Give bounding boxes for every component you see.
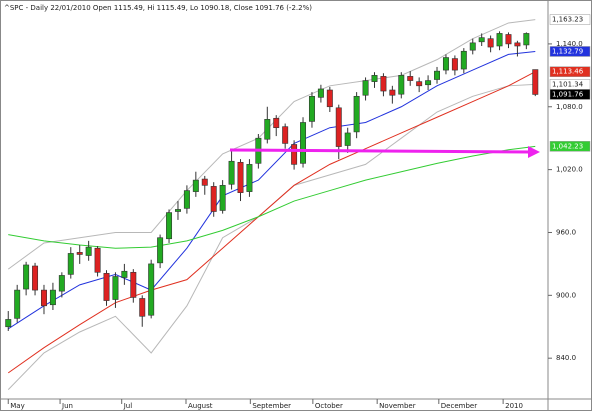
x-tick-label: May: [10, 402, 24, 410]
x-tick-label: September: [252, 402, 291, 410]
candle-body: [219, 185, 226, 211]
candle-body: [335, 107, 342, 147]
candle-body: [210, 186, 217, 212]
candle-body: [425, 80, 432, 86]
candle-body: [148, 263, 155, 316]
candle-body: [139, 298, 146, 317]
candle-body: [398, 75, 405, 95]
candle-body: [76, 252, 83, 255]
candle-body: [478, 37, 485, 43]
candle-body: [407, 76, 414, 81]
candle-body: [514, 42, 521, 47]
candle-body: [442, 57, 449, 71]
candle-body: [434, 70, 441, 80]
price-box: [549, 89, 591, 100]
candle-body: [326, 89, 333, 108]
annotation-arrowhead: [528, 146, 540, 158]
y-tick-label: 960.0: [556, 228, 576, 236]
candle-body: [300, 122, 307, 164]
candle-body: [291, 144, 298, 165]
candle-body: [282, 126, 289, 144]
price-box: [549, 14, 591, 25]
candle-body: [49, 289, 56, 306]
indicator-line: [7, 50, 536, 330]
y-tick-label: 1,080.0: [556, 103, 583, 111]
indicator-line: [7, 71, 536, 374]
candle-body: [264, 119, 271, 140]
candle-body: [5, 319, 12, 328]
candle-body: [523, 33, 530, 46]
candle-body: [103, 273, 110, 301]
y-tick-label: 840.0: [556, 354, 576, 362]
price-label: 1,042.23: [552, 142, 583, 150]
price-label: 1,113.46: [552, 68, 584, 76]
candle-body: [308, 95, 315, 122]
candle-body: [237, 161, 244, 193]
candle-body: [183, 190, 190, 209]
candle-body: [246, 164, 253, 192]
x-tick-label: Jun: [61, 402, 73, 410]
x-tick-label: October: [315, 402, 343, 410]
candle-body: [192, 179, 199, 192]
candle-body: [505, 34, 512, 45]
x-tick-label: Jul: [123, 402, 133, 410]
price-label: 1,132.79: [552, 47, 583, 55]
candle-body: [14, 289, 21, 319]
candle-body: [389, 89, 396, 96]
price-box: [549, 46, 591, 57]
candle-body: [532, 69, 539, 95]
candle-body: [174, 209, 181, 212]
x-tick-label: December: [441, 402, 477, 410]
candle-body: [121, 270, 128, 278]
candle-body: [362, 80, 369, 96]
y-tick-label: 900.0: [556, 291, 576, 299]
candle-body: [469, 42, 476, 51]
price-label: 1,101.34: [552, 80, 584, 88]
candle-body: [157, 237, 164, 264]
candle-body: [228, 160, 235, 185]
candle-body: [353, 95, 360, 133]
candle-body: [130, 271, 137, 298]
candle-body: [85, 246, 92, 256]
x-tick-label: 2010: [505, 402, 523, 410]
x-tick-label: November: [379, 402, 416, 410]
annotation-arrow: [229, 148, 533, 154]
candle-body: [58, 275, 65, 292]
candle-body: [273, 117, 280, 129]
candle-body: [23, 264, 30, 290]
price-box: [549, 66, 591, 77]
candle-body: [201, 178, 208, 186]
chart-title: ^SPC - Daily 22/01/2010 Open 1115.49, Hi…: [4, 4, 312, 12]
candle-body: [496, 33, 503, 47]
y-tick-label: 1,140.0: [556, 40, 583, 48]
candle-body: [67, 253, 74, 275]
candle-body: [487, 38, 494, 48]
candle-body: [344, 132, 351, 146]
candle-body: [416, 81, 423, 87]
price-label: 1,091.76: [552, 90, 584, 98]
y-tick-label: 1,020.0: [556, 166, 583, 174]
candle-body: [460, 50, 467, 70]
candle-body: [112, 276, 119, 300]
candle-body: [94, 247, 101, 273]
candle-body: [380, 76, 387, 92]
price-label: 1,163.23: [552, 16, 583, 24]
x-tick-label: August: [188, 402, 213, 410]
candle-body: [451, 58, 458, 71]
candle-body: [371, 75, 378, 82]
price-box: [549, 141, 591, 152]
candle-body: [41, 289, 47, 307]
candle-body: [317, 88, 324, 98]
candle-body: [166, 212, 173, 240]
candle-body: [32, 265, 39, 291]
